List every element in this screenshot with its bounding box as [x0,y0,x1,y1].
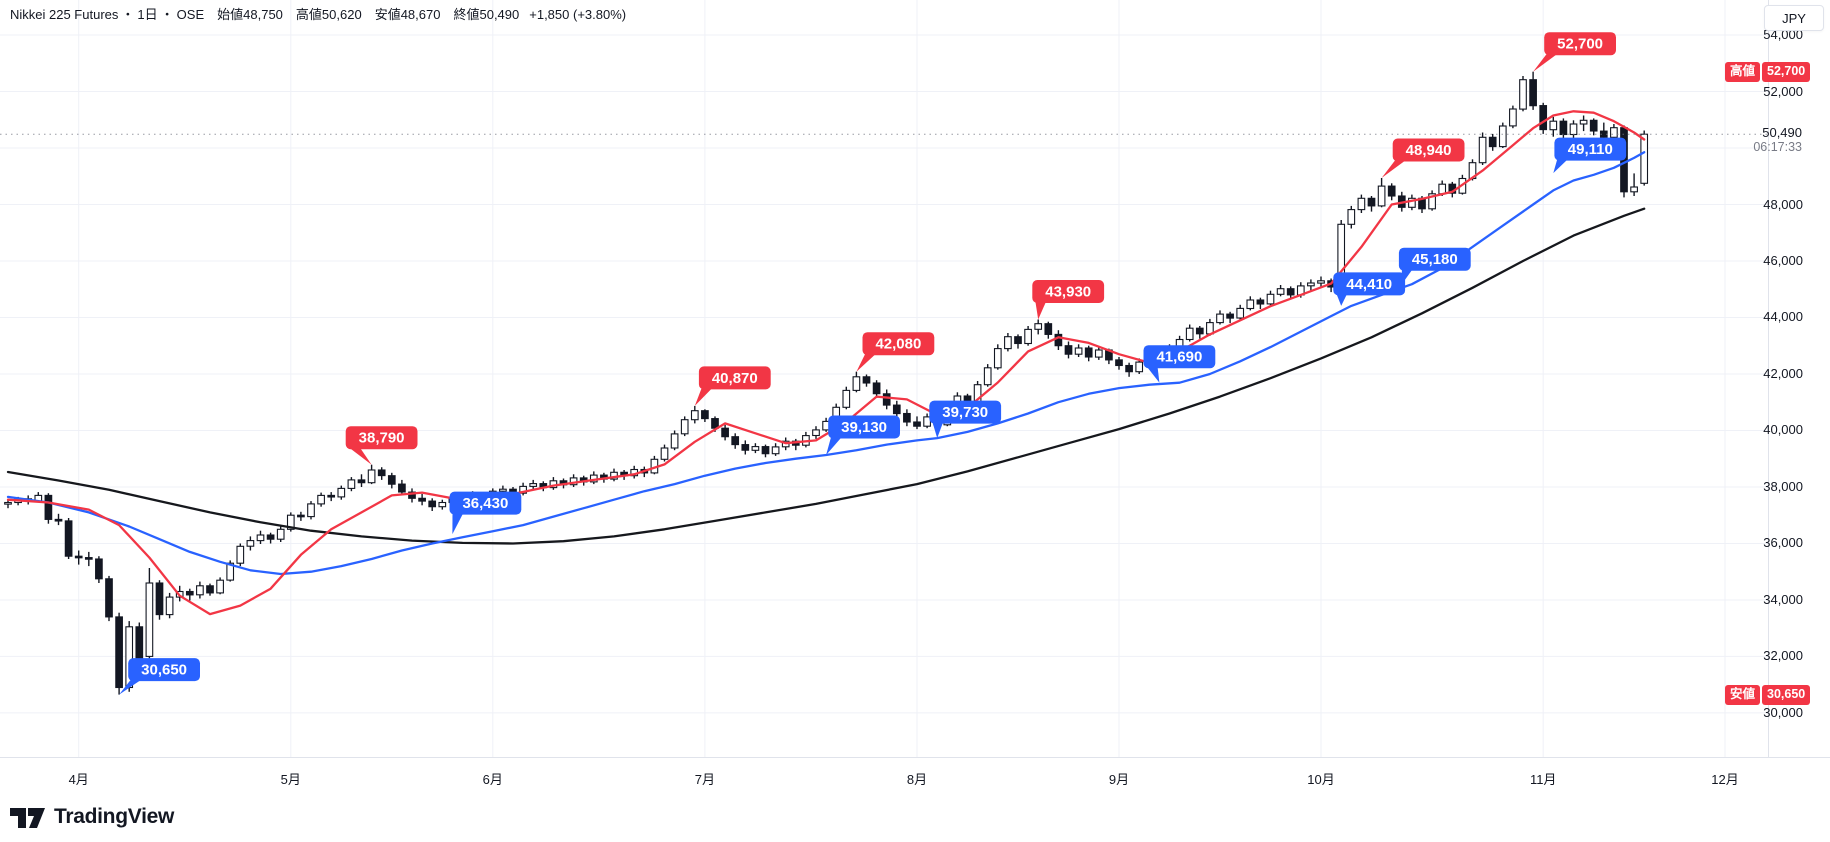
price-callout-badge[interactable]: 52,700 [1533,32,1616,72]
time-tick-label: 4月 [68,772,89,787]
time-tick-label: 6月 [482,772,503,787]
price-chart[interactable]: 38,790 40,870 42,080 43,930 48,940 52,700 30,6… [0,0,1830,757]
price-callout-badge[interactable]: 40,870 [694,366,771,406]
callout-text: 36,430 [462,495,508,512]
tradingview-logo[interactable]: TradingView [10,803,174,831]
price-callout-badge[interactable]: 44,410 [1333,272,1406,306]
interval-label[interactable]: 1日 [137,7,158,22]
price-callout-badge[interactable]: 45,180 [1398,247,1471,285]
price-callout-badge[interactable]: 39,730 [929,400,1002,439]
callout-text: 44,410 [1346,276,1392,293]
symbol-title[interactable]: Nikkei 225 Futures [10,7,119,22]
callout-text: 41,690 [1156,349,1202,366]
separator: ・ [160,7,174,22]
callout-text: 42,080 [875,336,921,353]
price-tick-label: 48,000 [1763,196,1803,212]
time-tick-label: 9月 [1108,772,1130,787]
price-tick-label: 36,000 [1763,535,1803,551]
callout-text: 43,930 [1045,284,1091,301]
low-badge-label: 安値 [1725,684,1761,705]
callout-text: 30,650 [141,662,187,679]
separator: ・ [121,7,135,22]
price-tick-label: 40,000 [1763,422,1803,438]
high-badge-label: 高値 [1725,61,1761,82]
low-badge-value: 30,650 [1762,684,1811,705]
time-tick-label: 11月 [1529,772,1557,787]
ma-line-slow[interactable] [6,207,1646,545]
currency-toggle[interactable]: JPY [1764,5,1824,31]
time-tick-label: 10月 [1307,772,1335,787]
price-callout-badge[interactable]: 41,690 [1143,345,1216,383]
price-tick-label: 34,000 [1763,591,1803,607]
price-callout-badge[interactable]: 38,790 [345,426,418,465]
price-tick-label: 32,000 [1763,648,1803,664]
callout-text: 52,700 [1557,36,1603,53]
price-tick-label: 38,000 [1763,478,1803,494]
ma-line-fast[interactable] [6,110,1646,616]
price-callout-badge[interactable]: 42,080 [856,332,935,372]
price-tick-label: 46,000 [1763,252,1803,268]
callout-text: 48,940 [1406,142,1452,159]
high-badge-value: 52,700 [1762,61,1811,82]
high-price-badge: 高値 52,700 [1725,61,1811,82]
price-callout-badge[interactable]: 36,430 [449,491,522,535]
low-label: 安値 [374,7,401,22]
callout-text: 45,180 [1412,251,1458,268]
price-tick-label: 44,000 [1763,309,1803,325]
callout-text: 49,110 [1568,141,1613,158]
currency-label: JPY [1782,10,1806,26]
close-label: 終値 [453,7,480,22]
high-value: 50,620 [321,7,362,22]
price-callout-badge[interactable]: 49,110 [1553,137,1627,174]
tradingview-logo-text: TradingView [54,805,175,828]
price-tick-label: 30,000 [1763,704,1803,720]
callout-text: 40,870 [712,370,758,387]
grid [0,0,1768,757]
price-callout-badge[interactable]: 39,130 [826,415,900,456]
current-price-time: 06:17:33 [1753,140,1802,155]
high-label: 高値 [295,7,322,22]
exchange-label: OSE [176,7,205,22]
time-tick-label: 5月 [280,772,301,787]
candlestick-series[interactable] [4,71,1649,695]
current-price-value: 50,490 [1762,125,1802,141]
tradingview-logo-icon [10,808,45,828]
callout-text: 38,790 [359,430,405,447]
time-tick-label: 7月 [694,772,716,787]
open-label: 始値 [217,7,244,22]
ma-line-medium[interactable] [6,151,1646,576]
price-change: +1,850 (+3.80%) [529,7,627,22]
time-tick-label: 12月 [1711,772,1739,787]
price-axis[interactable]: 54,000 52,000 48,000 46,000 44,000 42,000 40,0… [1763,0,1830,757]
price-callout-badge[interactable]: 43,930 [1032,280,1105,320]
low-value: 48,670 [400,7,441,22]
time-axis[interactable]: 4月 5月 6月 7月 8月 9月 10月 11月 12月 [0,757,1830,801]
symbol-header: Nikkei 225 Futures ・ 1日・ OSE 始値48,750 高値50,62… [10,4,626,23]
callout-text: 39,130 [841,419,887,436]
callout-text: 39,730 [942,404,988,421]
price-tick-label: 52,000 [1763,83,1803,99]
price-tick-label: 42,000 [1763,365,1803,381]
time-tick-label: 8月 [906,772,928,787]
price-callout-badge[interactable]: 30,650 [119,658,200,695]
price-callout-badge[interactable]: 48,940 [1381,138,1465,179]
current-price-label: 50,490 06:17:33 [1753,125,1802,155]
open-value: 48,750 [243,7,283,22]
close-value: 50,490 [479,7,520,22]
low-price-badge: 安値 30,650 [1725,684,1811,705]
